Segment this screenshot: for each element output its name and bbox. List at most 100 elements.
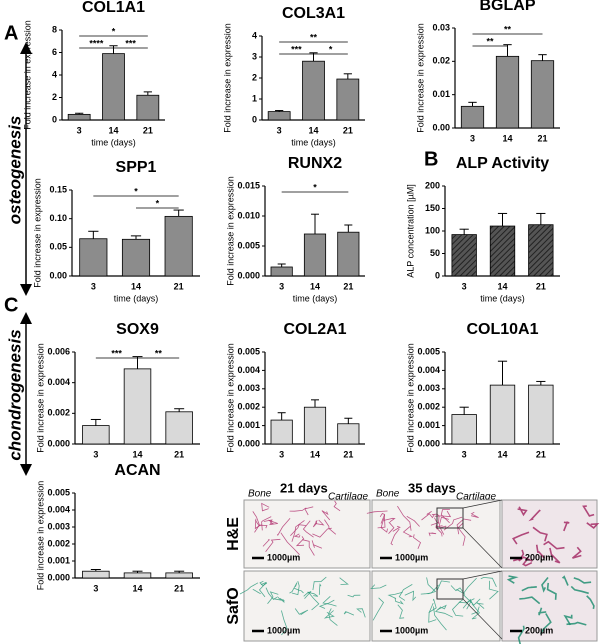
- y-tick-label: 150: [425, 203, 440, 213]
- chart-title: COL10A1: [466, 321, 538, 338]
- tissue-stroke: [323, 610, 335, 619]
- tissue-stroke: [582, 505, 595, 517]
- scale-label: 200µm: [525, 625, 553, 635]
- error-bar: [173, 209, 184, 217]
- panel-label: A: [4, 22, 18, 44]
- tissue-stroke: [562, 575, 569, 586]
- y-tick-label: 0.003: [237, 383, 260, 393]
- y-tick-label: 0.002: [47, 538, 70, 548]
- y-axis-label: Fold increase in expression: [22, 20, 32, 130]
- tissue-stroke: [343, 611, 355, 616]
- error-bar: [109, 45, 118, 54]
- chart-title: SOX9: [116, 321, 159, 338]
- tissue-stroke: [239, 582, 259, 595]
- zoom-line: [462, 570, 503, 580]
- significance-label: *: [112, 26, 116, 36]
- tissue-stroke: [366, 510, 388, 514]
- significance-label: *: [329, 44, 333, 54]
- tissue-stroke: [267, 591, 279, 604]
- tissue-stroke: [280, 532, 300, 555]
- tissue-stroke: [258, 581, 267, 598]
- tissue-stroke: [456, 518, 472, 535]
- y-tick-label: 0.010: [237, 210, 260, 220]
- scale-label: 200µm: [525, 552, 553, 562]
- tissue-stroke: [333, 500, 341, 512]
- bar: [460, 105, 485, 129]
- tissue-stroke: [517, 625, 525, 644]
- bar: [270, 419, 293, 445]
- error-bar: [536, 212, 546, 225]
- bar: [302, 60, 325, 121]
- tissue-stroke: [470, 511, 479, 518]
- chart-title: SPP1: [116, 159, 157, 176]
- scale-label: 1000µm: [267, 625, 300, 635]
- y-tick-label: 100: [425, 225, 440, 235]
- histology-image: [501, 499, 598, 569]
- bar: [123, 572, 152, 579]
- x-axis-label: time (days): [114, 293, 159, 303]
- tissue-stroke: [456, 577, 477, 594]
- x-tick-label: 14: [131, 281, 141, 291]
- bar: [270, 266, 293, 277]
- x-tick-label: 3: [462, 449, 467, 459]
- tissue-stroke: [254, 518, 262, 530]
- bar: [303, 406, 327, 445]
- bar: [451, 414, 477, 445]
- x-tick-label: 3: [93, 583, 98, 593]
- x-tick-label: 3: [470, 133, 475, 143]
- y-tick-label: 8: [52, 24, 57, 34]
- y-tick-label: 0.004: [237, 365, 260, 375]
- tissue-stroke: [387, 591, 403, 599]
- error-bar: [132, 570, 143, 573]
- scale-label: 1000µm: [395, 552, 428, 562]
- tissue-stroke: [281, 610, 288, 636]
- column-side: Bone: [248, 489, 272, 500]
- tissue-stroke: [519, 596, 541, 605]
- tissue-stroke: [347, 594, 361, 598]
- tissue-stroke: [315, 519, 325, 526]
- y-tick-label: 0.001: [47, 555, 70, 565]
- panel-label: C: [4, 294, 18, 316]
- tissue-stroke: [528, 509, 541, 522]
- tissue-stroke: [289, 507, 307, 512]
- x-tick-label: 21: [536, 281, 546, 291]
- y-tick-label: 0.003: [47, 521, 70, 531]
- y-tick-label: 0.004: [47, 504, 70, 514]
- tissue-stroke: [434, 607, 453, 618]
- y-tick-label: 0.005: [237, 346, 260, 356]
- tissue-stroke: [535, 544, 546, 559]
- x-axis-label: time (days): [291, 137, 336, 147]
- tissue-stroke: [388, 521, 395, 534]
- bar: [530, 60, 555, 129]
- x-tick-label: 3: [277, 125, 282, 135]
- chart-title: RUNX2: [288, 155, 342, 172]
- tissue-stroke: [532, 526, 548, 542]
- error-bar: [344, 224, 353, 233]
- x-tick-label: 21: [143, 125, 153, 135]
- tissue-stroke: [304, 506, 314, 516]
- tissue-stroke: [377, 514, 386, 529]
- y-tick-label: 0.00: [49, 270, 67, 280]
- tissue-stroke: [290, 524, 306, 536]
- tissue-stroke: [402, 526, 414, 538]
- tissue-stroke: [426, 577, 437, 595]
- tissue-stroke: [443, 516, 463, 531]
- y-tick-label: 0.000: [237, 438, 260, 448]
- bar: [82, 425, 110, 445]
- error-bar: [311, 399, 319, 408]
- y-tick-label: 0.005: [237, 240, 260, 250]
- error-bar: [343, 73, 352, 80]
- side-label: osteogenesis: [5, 116, 24, 225]
- x-axis-label: time (days): [293, 293, 338, 303]
- y-tick-label: 0.004: [47, 377, 70, 387]
- x-tick-label: 14: [502, 133, 512, 143]
- tissue-stroke: [328, 608, 338, 626]
- tissue-stroke: [265, 587, 278, 601]
- tissue-stroke: [339, 577, 349, 585]
- error-bar: [459, 406, 469, 415]
- tissue-stroke: [512, 531, 530, 545]
- bar: [451, 234, 477, 277]
- tissue-stroke: [307, 591, 320, 611]
- error-bar: [143, 91, 152, 96]
